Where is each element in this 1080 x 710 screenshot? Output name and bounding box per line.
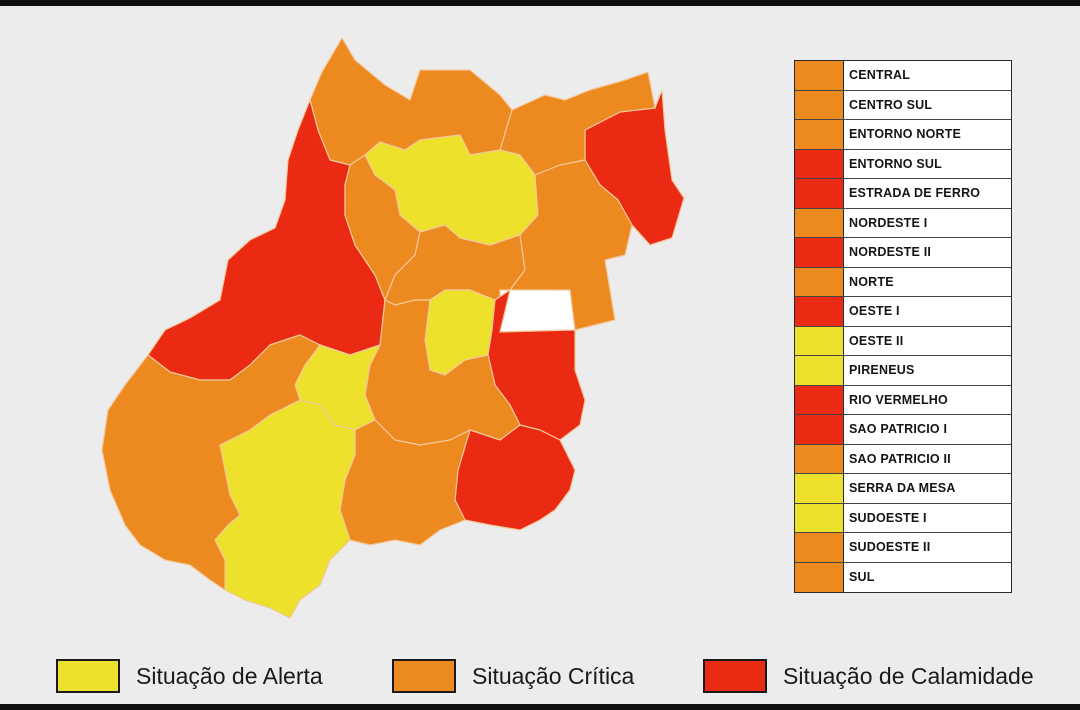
region-swatch — [795, 503, 844, 532]
map-region-entorno-norte — [509, 159, 633, 331]
legend-item-alerta: Situação de Alerta — [56, 656, 323, 696]
legend-row: ESTRADA DE FERRO — [795, 179, 1011, 209]
map-region-estrada-de-ferro — [454, 424, 576, 531]
bottom-frame-bar — [0, 704, 1080, 710]
region-name: ENTORNO NORTE — [849, 127, 962, 141]
region-name: CENTRO SUL — [849, 97, 933, 112]
legend-row: RIO VERMELHO — [795, 385, 1011, 415]
region-swatch — [795, 385, 844, 414]
region-swatch — [795, 238, 844, 267]
legend-label-alerta: Situação de Alerta — [136, 662, 323, 689]
region-swatch — [795, 326, 844, 355]
region-name: SUDOESTE II — [849, 540, 931, 554]
region-name: OESTE I — [849, 304, 900, 318]
legend-row: OESTE II — [795, 326, 1011, 356]
legend-label-critica: Situação Crítica — [472, 662, 635, 689]
legend-row: CENTRAL — [795, 61, 1011, 91]
region-swatch — [795, 149, 844, 178]
legend-item-calamidade: Situação de Calamidade — [703, 656, 1034, 696]
region-name: SUDOESTE I — [849, 510, 927, 525]
region-name: NORDESTE II — [849, 245, 932, 259]
legend-row: SUDOESTE I — [795, 503, 1011, 533]
region-name: SAO PATRICIO I — [849, 422, 948, 436]
legend-row: NORTE — [795, 267, 1011, 297]
region-name: ESTRADA DE FERRO — [849, 186, 981, 200]
region-name: NORDESTE I — [849, 215, 928, 230]
region-swatch — [795, 533, 844, 562]
region-name: SAO PATRICIO II — [849, 451, 951, 466]
top-frame-bar — [0, 0, 1080, 6]
region-swatch — [795, 297, 844, 326]
region-name: SERRA DA MESA — [849, 481, 956, 495]
region-swatch — [795, 61, 844, 90]
region-name: SUL — [849, 569, 875, 584]
map-region-df-blank — [499, 289, 576, 333]
region-name: ENTORNO SUL — [849, 156, 942, 171]
legend-row: CENTRO SUL — [795, 90, 1011, 120]
legend-swatch-critica — [392, 659, 456, 693]
region-swatch — [795, 208, 844, 237]
region-swatch — [795, 120, 844, 149]
legend-row: ENTORNO NORTE — [795, 120, 1011, 150]
region-name: CENTRAL — [849, 68, 911, 82]
legend-swatch-calamidade — [703, 659, 767, 693]
legend-row: SAO PATRICIO I — [795, 415, 1011, 445]
legend-swatch-alerta — [56, 659, 120, 693]
region-swatch — [795, 474, 844, 503]
region-swatch — [795, 444, 844, 473]
region-swatch — [795, 562, 844, 592]
region-swatch — [795, 356, 844, 385]
region-name: NORTE — [849, 274, 894, 289]
region-name: PIRENEUS — [849, 363, 915, 377]
legend-row: SUDOESTE II — [795, 533, 1011, 563]
legend-row: NORDESTE II — [795, 238, 1011, 268]
legend-row: OESTE I — [795, 297, 1011, 327]
situation-legend: Situação de Alerta Situação Crítica Situ… — [0, 656, 1080, 696]
region-swatch — [795, 415, 844, 444]
region-swatch — [795, 90, 844, 119]
legend-item-critica: Situação Crítica — [392, 656, 634, 696]
legend-row: ENTORNO SUL — [795, 149, 1011, 179]
region-swatch — [795, 267, 844, 296]
region-name: OESTE II — [849, 333, 904, 348]
region-swatch — [795, 179, 844, 208]
legend-row: PIRENEUS — [795, 356, 1011, 386]
legend-row: SERRA DA MESA — [795, 474, 1011, 504]
map-region-sudoeste-ii — [101, 334, 321, 591]
legend-row: NORDESTE I — [795, 208, 1011, 238]
region-legend-table: CENTRAL CENTRO SUL ENTORNO NORTE ENTORNO SU… — [794, 60, 1012, 593]
legend-label-calamidade: Situação de Calamidade — [783, 662, 1034, 689]
legend-row: SUL — [795, 562, 1011, 592]
region-name: RIO VERMELHO — [849, 392, 948, 407]
legend-row: SAO PATRICIO II — [795, 444, 1011, 474]
